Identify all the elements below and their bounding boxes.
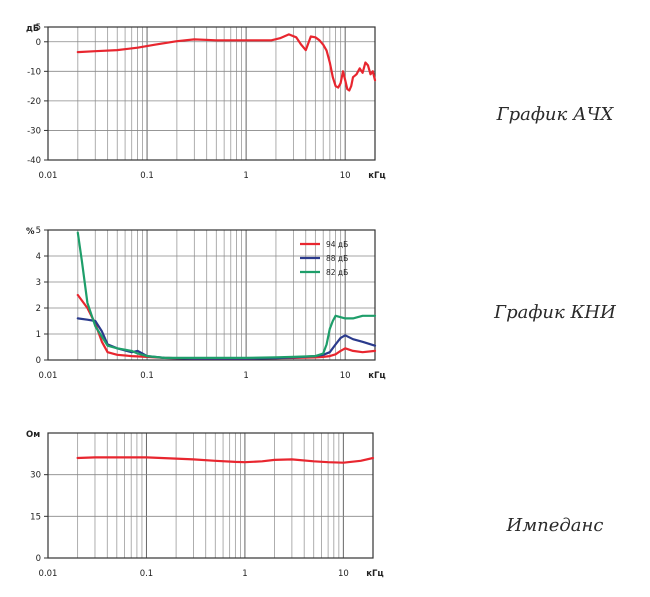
x-tick-label: 1: [243, 371, 248, 381]
frequency-response-caption: График АЧХ: [496, 104, 614, 125]
y-axis-unit: Ом: [26, 430, 40, 440]
y-axis-unit: дБ: [26, 24, 39, 34]
legend-label: 94 дБ: [326, 240, 348, 249]
y-tick-label: 15: [30, 512, 41, 522]
x-tick-label: 0.01: [39, 371, 58, 381]
y-tick-label: 5: [36, 226, 41, 236]
y-tick-label: 0: [36, 38, 41, 48]
y-tick-label: 1: [36, 330, 41, 340]
x-axis-unit: кГц: [366, 569, 384, 579]
y-tick-label: 0: [36, 554, 41, 564]
y-tick-label: 2: [36, 304, 41, 314]
y-tick-label: -40: [27, 156, 41, 166]
series-line: [76, 231, 377, 359]
x-axis-unit: кГц: [368, 171, 386, 181]
y-tick-label: 30: [30, 471, 41, 481]
thd-caption: График КНИ: [494, 302, 616, 323]
frequency-response-chart: 5 0 -10 -20 -30 -40 дБ 0.01 0.1 1 10 кГц: [26, 23, 386, 181]
legend-label: 88 дБ: [326, 254, 348, 263]
y-tick-label: -20: [27, 97, 41, 107]
x-tick-label: 0.1: [140, 171, 154, 181]
series-line: [76, 33, 377, 92]
y-axis-unit: %: [26, 227, 35, 237]
plot-frame: [47, 229, 376, 361]
impedance-caption: Импеданс: [506, 515, 604, 536]
y-tick-label: -30: [27, 126, 41, 136]
x-tick-label: 0.1: [140, 569, 154, 579]
legend-label: 82 дБ: [326, 268, 348, 277]
y-tick-label: 3: [36, 278, 41, 288]
y-tick-label: -10: [27, 67, 41, 77]
x-tick-label: 0.01: [39, 569, 58, 579]
impedance-chart: 30 15 0 Ом 0.01 0.1 1 10 кГц: [26, 430, 384, 579]
x-tick-label: 10: [338, 569, 349, 579]
plot-frame: [47, 26, 376, 161]
y-tick-label: 0: [36, 356, 41, 366]
series-line: [76, 456, 375, 464]
x-tick-label: 0.01: [39, 171, 58, 181]
x-tick-label: 0.1: [140, 371, 154, 381]
plot-frame: [47, 432, 374, 559]
y-tick-label: 4: [36, 252, 41, 262]
x-axis-unit: кГц: [368, 371, 386, 381]
x-tick-label: 10: [340, 371, 351, 381]
x-tick-label: 1: [242, 569, 247, 579]
y-tick-label: 5: [36, 23, 41, 33]
x-tick-label: 1: [243, 171, 248, 181]
x-tick-label: 10: [340, 171, 351, 181]
